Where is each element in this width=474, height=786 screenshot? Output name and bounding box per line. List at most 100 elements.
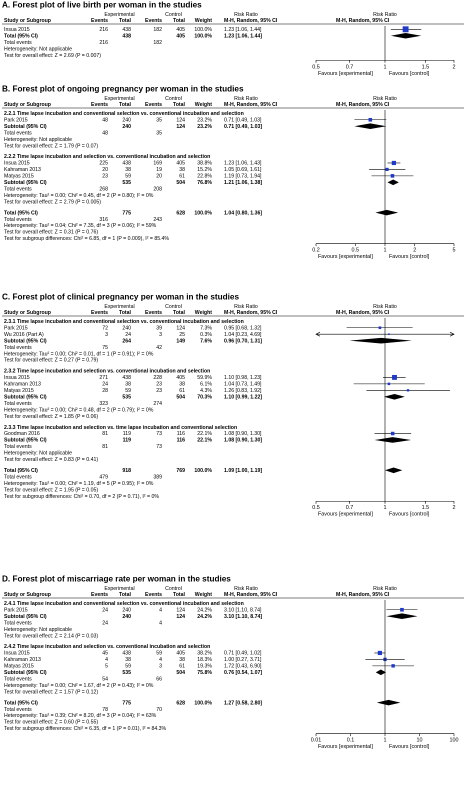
- ctrl-total: 504: [176, 394, 185, 400]
- exp-total: 535: [122, 670, 131, 676]
- x-tick-label: 0.1: [347, 738, 355, 744]
- risk-ratio-ci: 1.27 [0.58, 2.80]: [224, 700, 262, 706]
- ctrl-total: 405: [176, 651, 185, 657]
- row-label: Heterogeneity: Not applicable: [4, 46, 72, 52]
- row-note: Test for overall effect: Z = 0.31 (P = 0…: [4, 230, 98, 236]
- header-exp-events: Events: [91, 18, 108, 24]
- row-total: Total (95% CI) 438 405 100.0% 1.23 [1.06, 1.…: [4, 32, 422, 39]
- row-subtotal: Subtotal (95% CI) 535 504 75.8% 0.76 [0.54, …: [4, 669, 387, 676]
- row-label: Total events: [4, 130, 32, 136]
- row-label: Total events: [4, 620, 32, 626]
- row-label: Test for overall effect: Z = 0.60 (P = 0…: [4, 720, 98, 726]
- x-tick-label: 0.2: [312, 248, 320, 254]
- row-label: Park 2015: [4, 607, 28, 613]
- exp-events: 216: [99, 27, 108, 33]
- header-exp-total: Total: [119, 18, 132, 24]
- ctrl-events: 73: [156, 431, 162, 437]
- row-note: Test for subgroup differences: Chi² = 6.…: [4, 236, 169, 242]
- row-label: Subtotal (95% CI): [4, 394, 47, 400]
- weight: 100.0%: [194, 700, 212, 706]
- header-weight: Weight: [195, 592, 212, 598]
- pooled-diamond: [374, 437, 412, 443]
- header-risk-ratio-right: Risk Ratio: [373, 12, 397, 18]
- row-subtotal: Subtotal (95% CI) 240 124 23.2% 0.71 [0.49, …: [4, 123, 387, 130]
- ctrl-total: 405: [176, 33, 185, 39]
- ctrl-events: 169: [153, 161, 162, 167]
- row-label: Test for overall effect: Z = 1.95 (P = 0…: [4, 487, 98, 493]
- row-events: Total events 78 70: [4, 707, 162, 713]
- risk-ratio-ci: 1.04 [0.73, 1.49]: [224, 382, 262, 388]
- row-label: Insua 2015: [4, 27, 30, 33]
- row-label: 2.2.1 Time lapse incubation and conventi…: [4, 111, 244, 117]
- exp-total: 119: [123, 431, 131, 437]
- exp-total: 119: [123, 438, 131, 444]
- risk-ratio-ci: 1.19 [0.73, 1.94]: [224, 174, 262, 180]
- header-ctrl-events: Events: [145, 18, 162, 24]
- ctrl-events: 23: [156, 388, 162, 394]
- row-label: Insua 2015: [4, 375, 30, 381]
- x-tick-label: 0.5: [312, 505, 320, 511]
- exp-total: 264: [122, 338, 131, 344]
- header-ctrl-events: Events: [145, 310, 162, 316]
- effect-square: [400, 607, 404, 612]
- favours-experimental-label: Favours [experimental]: [318, 71, 373, 77]
- row-total: Total (95% CI) 775 628 100.0% 1.04 [0.80, 1.…: [4, 209, 399, 216]
- exp-total: 775: [122, 700, 131, 706]
- favours-experimental-label: Favours [experimental]: [318, 512, 373, 518]
- row-study: Kahraman 2013 20 38 19 38 15.2% 1.05 [0.69, 1.…: [4, 167, 406, 173]
- weight: 0.3%: [200, 332, 212, 338]
- favours-control-label: Favours [control]: [389, 71, 430, 77]
- weight: 38.2%: [197, 651, 212, 657]
- row-label: Heterogeneity: Tau² = 0.00; Chi² = 1.67,…: [4, 683, 154, 689]
- x-tick-label: 0.5: [312, 64, 320, 70]
- header-control: Control: [165, 12, 182, 18]
- weight: 7.3%: [200, 325, 212, 331]
- row-label: 2.2.2 Time lapse incubation and selectio…: [4, 154, 210, 160]
- weight: 76.8%: [197, 180, 212, 186]
- ctrl-events: 208: [153, 186, 162, 192]
- header-ctrl-total: Total: [173, 592, 186, 598]
- effect-square: [402, 26, 409, 33]
- panel-title: A. Forest plot of live birth per woman i…: [2, 1, 202, 10]
- weight: 22.1%: [197, 438, 212, 444]
- exp-total: 775: [122, 210, 131, 216]
- header-ctrl-events: Events: [145, 592, 162, 598]
- row-label: Heterogeneity: Not applicable: [4, 137, 72, 143]
- exp-total: 438: [122, 161, 131, 167]
- ctrl-total: 61: [179, 174, 185, 180]
- row-subgroup: 2.3.1 Time lapse incubation and conventi…: [4, 319, 244, 325]
- x-tick-label: 1: [384, 505, 387, 511]
- weight: 18.3%: [197, 657, 212, 663]
- ctrl-total: 769: [176, 468, 185, 474]
- row-label: Total events: [4, 676, 32, 682]
- header-risk-ratio-left: Risk Ratio: [234, 12, 258, 18]
- exp-total: 240: [122, 614, 131, 620]
- row-subgroup: 2.2.2 Time lapse incubation and selectio…: [4, 154, 210, 160]
- weight: 38.8%: [197, 161, 212, 167]
- risk-ratio-ci: 1.72 [0.43, 6.90]: [224, 664, 262, 670]
- row-label: Total events: [4, 186, 32, 192]
- risk-ratio-ci: 0.71 [0.49, 1.03]: [224, 124, 262, 130]
- header-method-right: M-H, Random, 95% CI: [336, 18, 390, 24]
- row-study: Insua 2015 216 438 182 405 100.0% 1.23 [1.06, …: [4, 26, 422, 33]
- row-note: Heterogeneity: Not applicable: [4, 46, 72, 52]
- header-method-right: M-H, Random, 95% CI: [336, 102, 390, 108]
- weight: 22.1%: [197, 431, 212, 437]
- exp-total: 240: [122, 117, 131, 123]
- row-label: Heterogeneity: Tau² = 0.00; Chi² = 0.48,…: [4, 407, 154, 413]
- ctrl-total: 124: [176, 117, 185, 123]
- risk-ratio-ci: 1.08 [0.90, 1.30]: [224, 431, 262, 437]
- ctrl-events: 182: [153, 40, 162, 46]
- exp-events: 24: [102, 607, 108, 613]
- weight: 100.0%: [194, 468, 212, 474]
- header-exp-total: Total: [119, 310, 132, 316]
- ctrl-events: 228: [153, 375, 162, 381]
- row-note: Test for overall effect: Z = 2.69 (P = 0…: [4, 53, 101, 59]
- risk-ratio-ci: 1.21 [1.06, 1.38]: [224, 180, 262, 186]
- risk-ratio-ci: 1.08 [0.90, 1.30]: [224, 438, 262, 444]
- row-label: 2.4.2 Time lapse incubation and selectio…: [4, 644, 210, 650]
- exp-events: 23: [102, 174, 108, 180]
- ctrl-events: 20: [156, 174, 162, 180]
- weight: 75.8%: [197, 670, 212, 676]
- ctrl-events: 73: [156, 444, 162, 450]
